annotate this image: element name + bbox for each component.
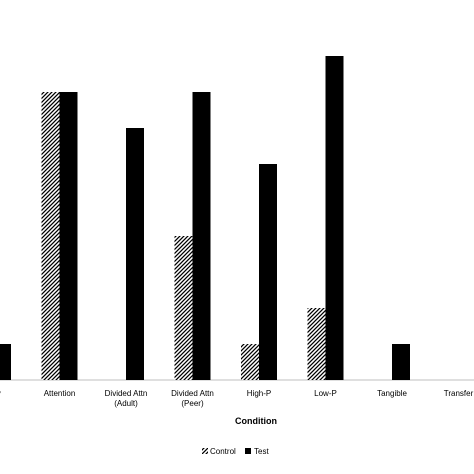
x-tick-label-tangible: Tangible xyxy=(377,389,407,398)
bars-group xyxy=(0,56,410,380)
legend-label-control: Control xyxy=(210,447,236,456)
x-tick-label-transfer: Transfer xyxy=(444,389,474,398)
x-tick-label-divided-attn-peer: Divided Attn (Peer) xyxy=(171,389,214,408)
x-tick-label-play: Play xyxy=(0,389,1,398)
x-axis-title: Condition xyxy=(235,416,277,426)
bar-test-divided-attn-adult xyxy=(126,128,144,380)
x-tick-label-divided-attn-adult: Divided Attn (Adult) xyxy=(105,389,148,408)
legend-label-test: Test xyxy=(254,447,269,456)
x-tick-label-attention: Attention xyxy=(44,389,76,398)
bar-control-low-p xyxy=(307,308,326,380)
x-tick-label-low-p: Low-P xyxy=(314,389,337,398)
bar-test-high-p xyxy=(259,164,277,380)
bar-control-attention xyxy=(41,92,60,380)
x-tick-labels: Play Attention Divided Attn(Adult) Divided … xyxy=(0,389,474,408)
legend-swatch-test xyxy=(245,448,251,454)
bar-test-attention xyxy=(59,92,78,380)
bar-test-divided-attn-peer xyxy=(192,92,211,380)
bar-test-tangible xyxy=(392,344,410,380)
x-tick-label-high-p: High-P xyxy=(247,389,271,398)
bar-test-play xyxy=(0,344,11,380)
bar-control-high-p xyxy=(241,344,259,380)
legend: Control Test xyxy=(202,447,269,456)
legend-swatch-control xyxy=(202,448,208,454)
bar-test-low-p xyxy=(325,56,344,380)
bar-control-divided-attn-peer xyxy=(174,236,193,380)
